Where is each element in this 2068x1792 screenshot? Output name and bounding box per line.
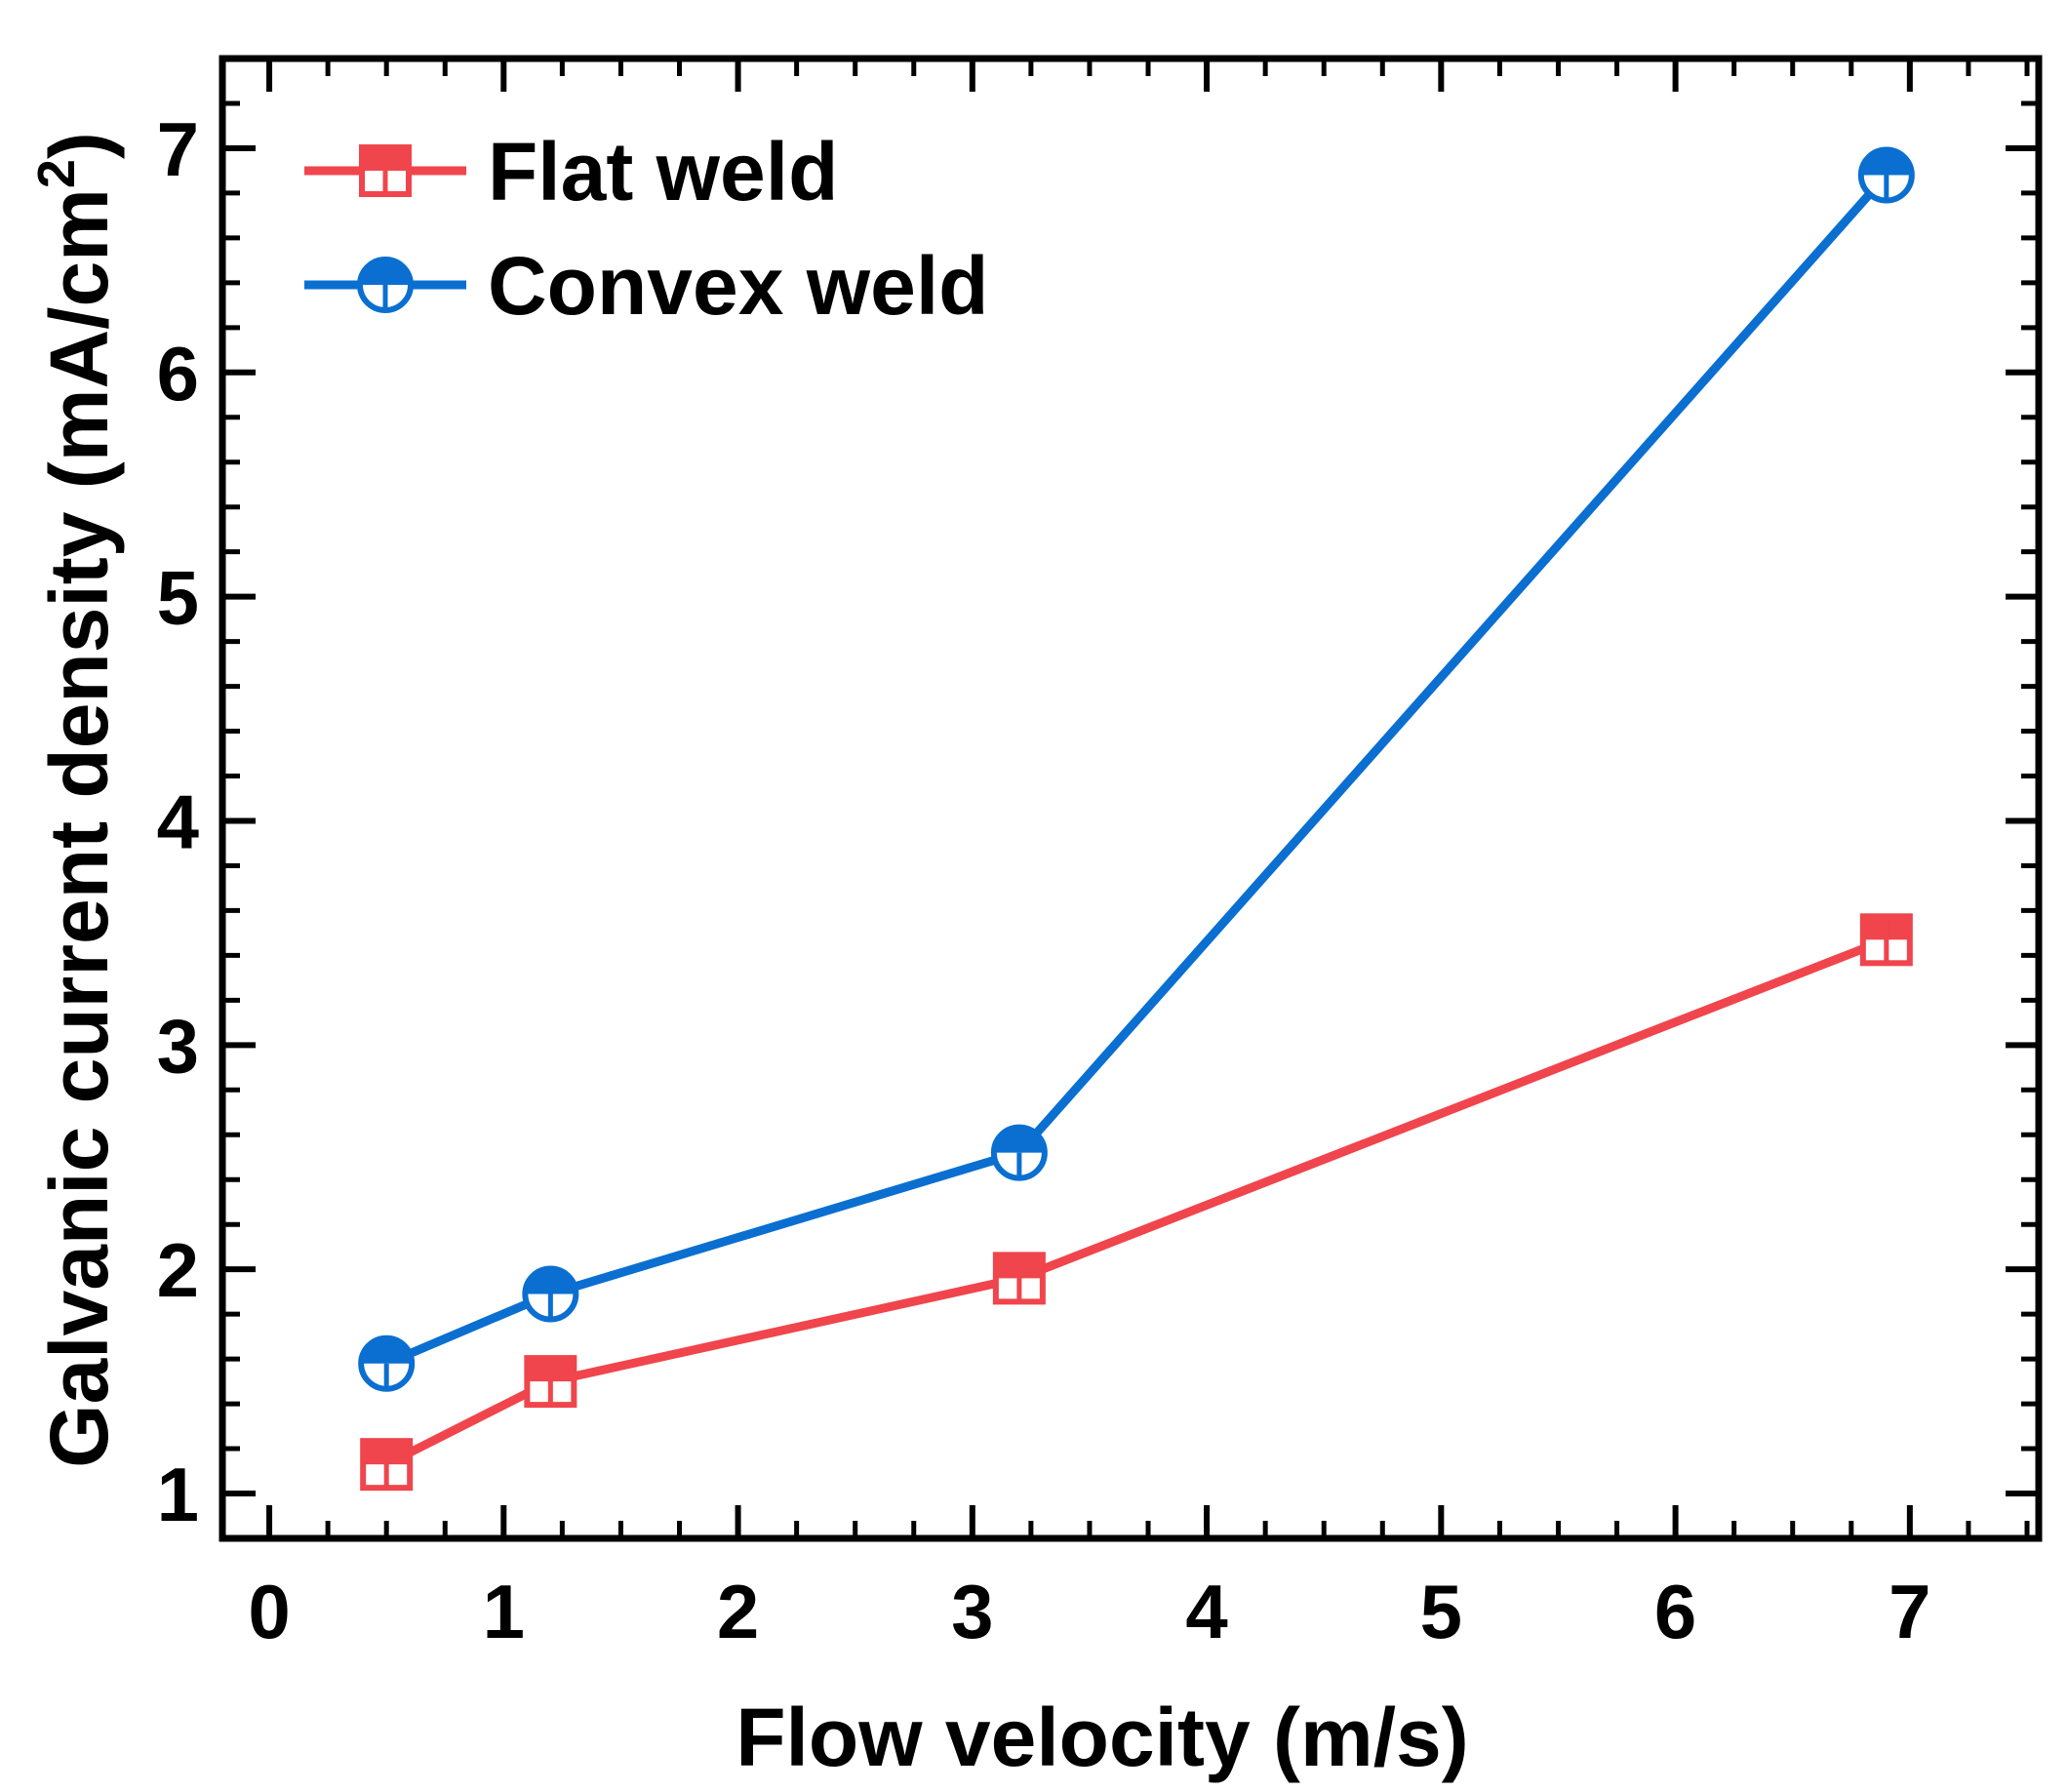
series-line [384,172,1890,1368]
y-tick-label: 3 [157,1003,199,1089]
plot-frame [219,55,2043,1542]
marker-fill [1860,149,1912,176]
data-point [360,1438,414,1492]
x-tick-label: 1 [483,1569,525,1654]
legend-label: Flat weld [488,126,838,218]
data-point [1859,913,1913,967]
marker-fill [993,1127,1045,1153]
x-tick-label: 4 [1185,1569,1227,1654]
legend: Flat weld Convex weld [304,126,988,332]
x-tick-label: 6 [1654,1569,1696,1654]
y-tick-label: 4 [157,778,199,864]
marker-fill [525,1268,577,1294]
series-flat-weld [360,913,1913,1492]
y-tick-label: 5 [157,555,199,641]
data-point [358,1334,416,1392]
legend-marker [359,144,412,197]
legend-item: Convex weld [304,240,988,332]
data-point [992,1252,1046,1305]
series-convex-weld [358,146,1915,1392]
legend-marker [357,257,414,313]
y-axis-title: Galvanic current density (mA/cm2) [27,132,125,1468]
legend-label: Convex weld [488,240,988,332]
marker-fill [361,1337,413,1364]
x-tick-label: 2 [717,1569,759,1654]
data-point [1857,146,1915,204]
marker-fill [360,259,411,285]
series-line [384,936,1889,1469]
x-tick-label: 7 [1889,1569,1930,1654]
y-axis-title-superscript: 2 [27,159,86,188]
data-point [524,1355,577,1409]
y-tick-label: 7 [157,106,199,192]
y-tick-label: 6 [157,331,199,417]
data-point [990,1124,1048,1181]
y-tick-label: 2 [157,1227,199,1313]
axis-ticks [222,56,2039,1541]
y-axis-title-main: Galvanic current density (mA/cm [33,188,125,1468]
x-axis-title: Flow velocity (m/s) [736,1692,1469,1783]
x-tick-label: 0 [248,1569,290,1654]
x-tick-label: 3 [951,1569,993,1654]
data-series [358,146,1915,1492]
y-tick-label: 1 [157,1452,199,1537]
data-point [522,1265,579,1323]
y-axis-title-end: ) [33,132,125,159]
legend-item: Flat weld [304,126,838,218]
x-tick-label: 5 [1420,1569,1462,1654]
plot-border [219,55,2043,1542]
